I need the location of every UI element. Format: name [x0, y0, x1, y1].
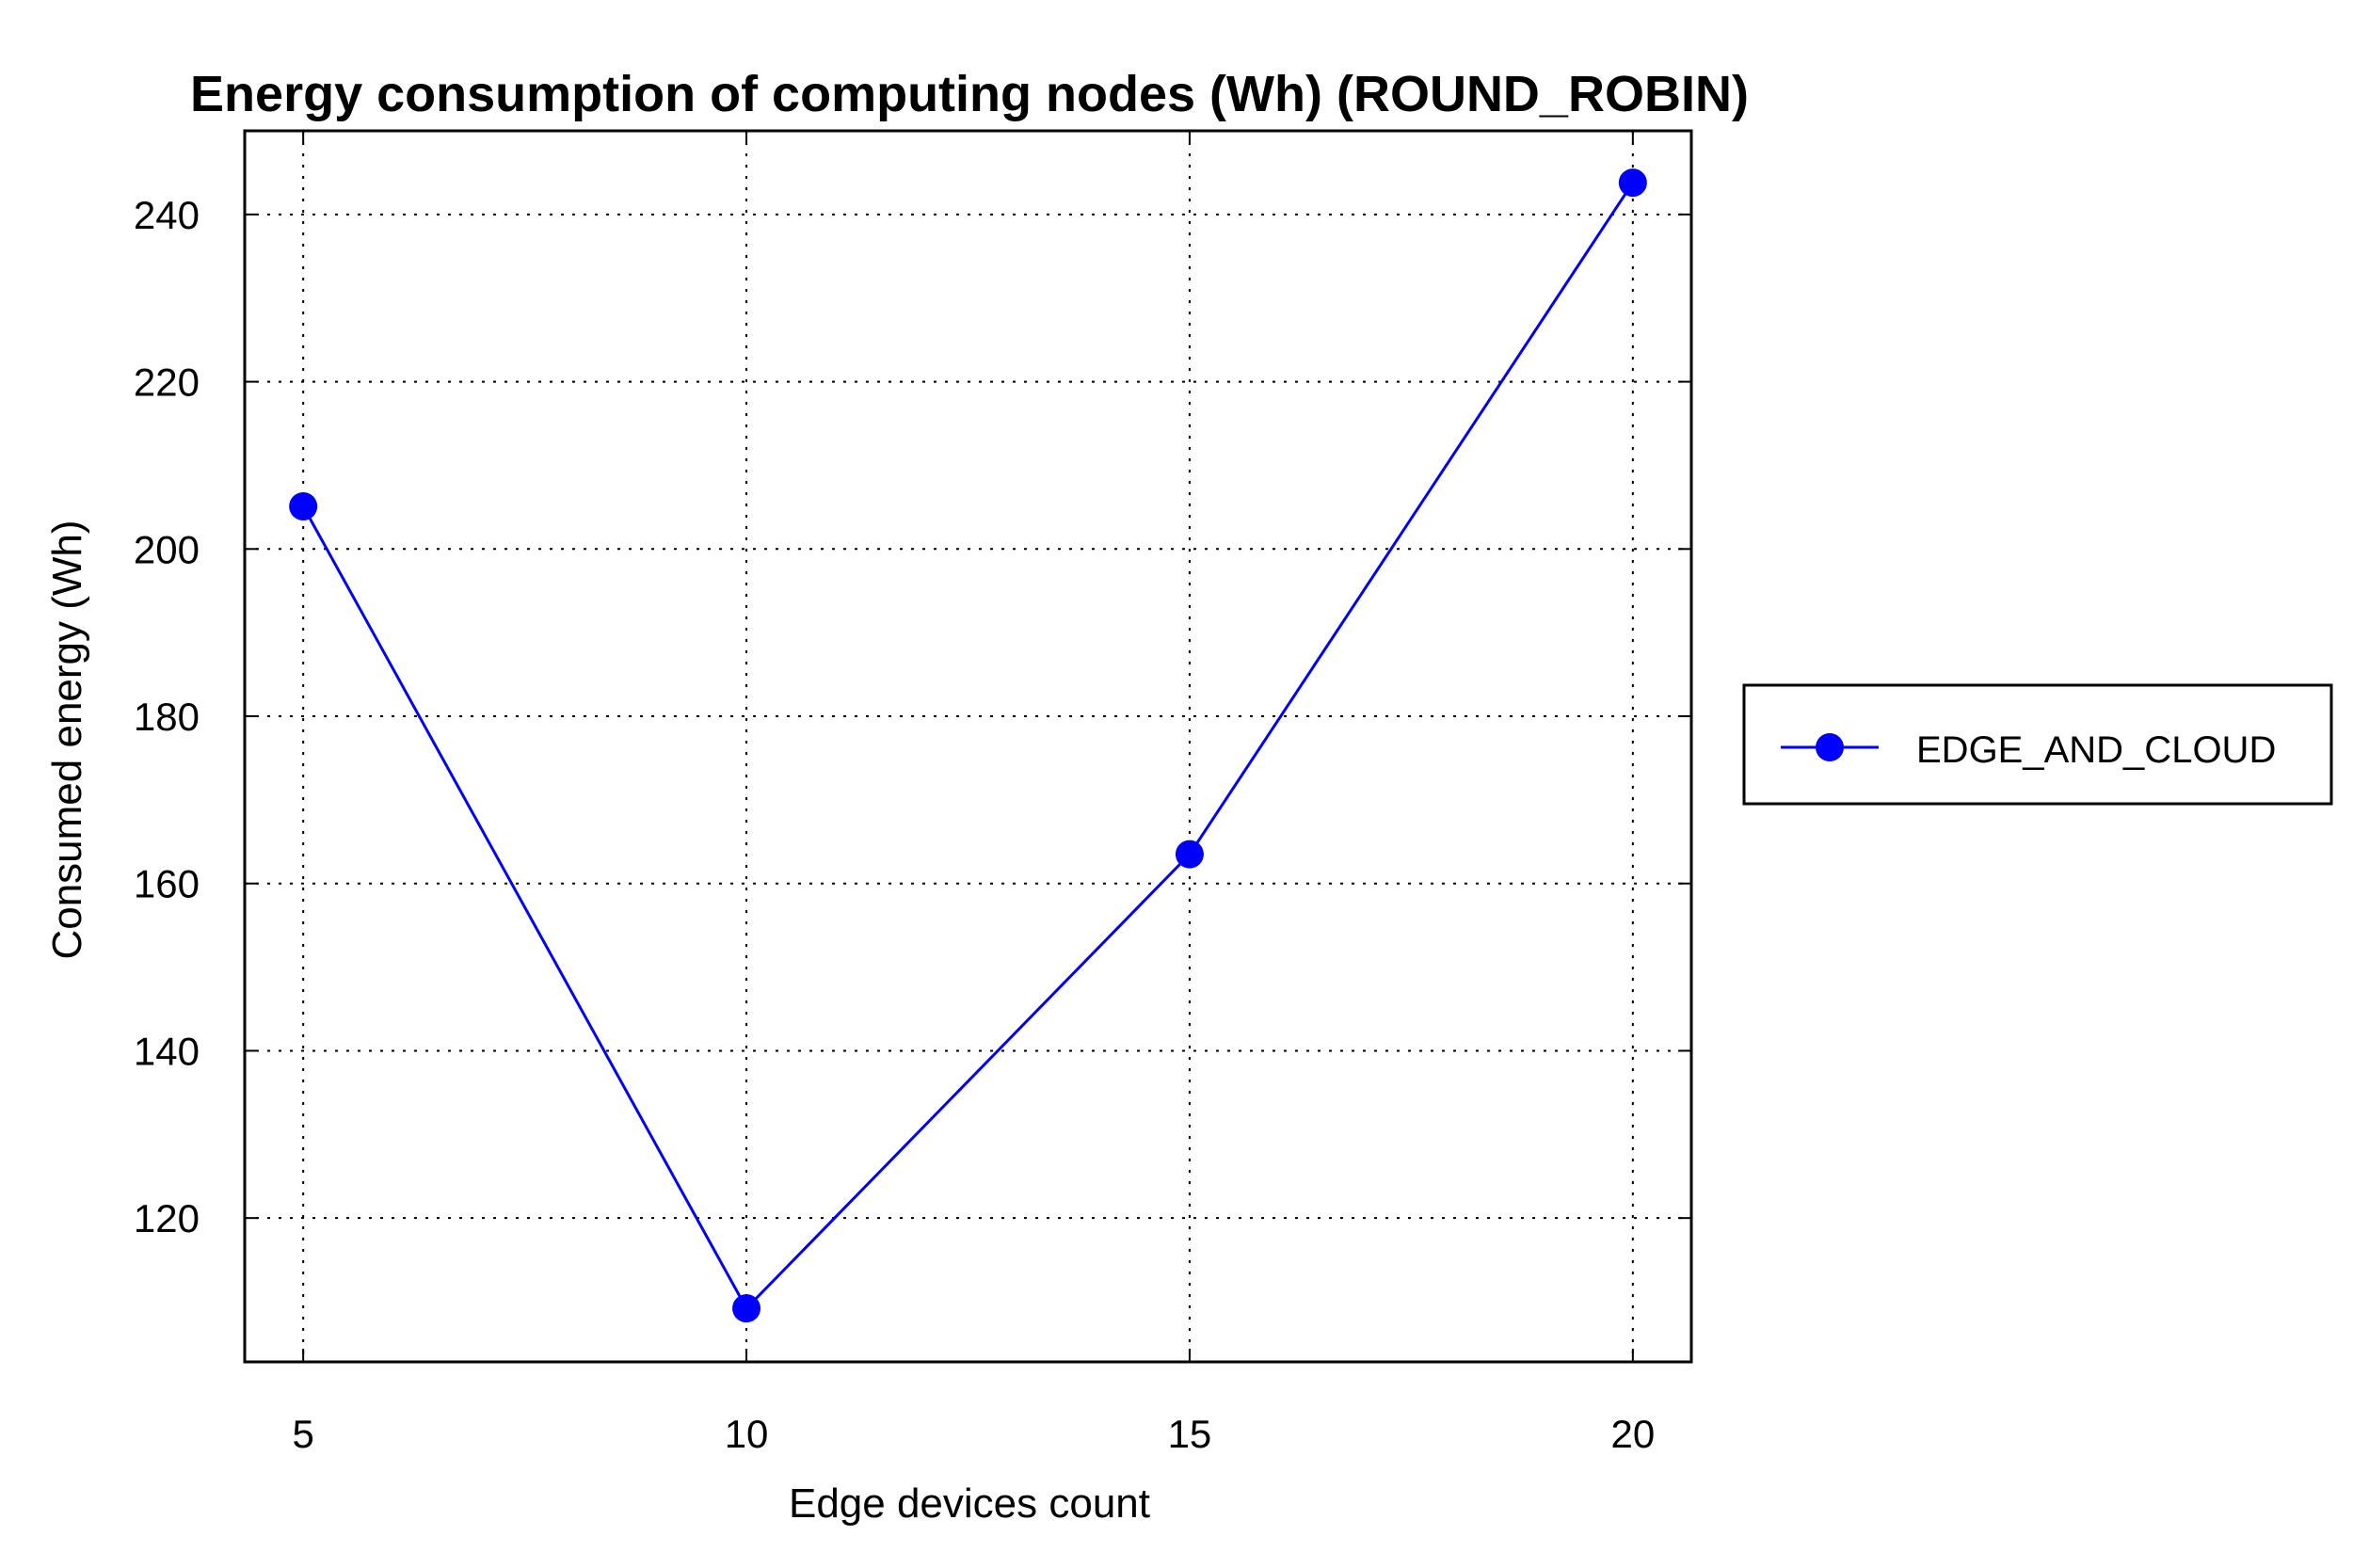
y-tick-label: 220	[134, 360, 200, 405]
plot-frame	[243, 129, 1693, 1364]
y-tick-label: 120	[134, 1196, 200, 1240]
data-point	[1175, 840, 1204, 869]
tick-marks	[245, 131, 1691, 1362]
x-tick-label: 5	[292, 1412, 313, 1456]
x-tick-labels: 5 10 15 20	[292, 1412, 1655, 1456]
grid	[245, 131, 1691, 1362]
x-axis-label: Edge devices count	[789, 1480, 1150, 1527]
data-point	[289, 491, 318, 520]
y-tick-labels: 120 140 160 180 200 220 240	[134, 193, 200, 1240]
y-tick-label: 160	[134, 862, 200, 906]
chart-title: Energy consumption of computing nodes (W…	[190, 66, 1749, 122]
y-axis-label: Consumed energy (Wh)	[44, 520, 90, 959]
y-tick-label: 180	[134, 695, 200, 739]
series-layer	[289, 168, 1647, 1323]
y-tick-label: 140	[134, 1029, 200, 1073]
data-point	[1618, 168, 1647, 198]
legend-entry-label: EDGE_AND_CLOUD	[1916, 729, 2276, 771]
legend: EDGE_AND_CLOUD	[1742, 683, 2333, 806]
x-tick-label: 20	[1610, 1412, 1655, 1456]
x-tick-label: 15	[1168, 1412, 1212, 1456]
legend-point-marker	[1816, 733, 1844, 761]
y-tick-label: 240	[134, 193, 200, 237]
y-tick-label: 200	[134, 527, 200, 571]
series-line	[301, 182, 1635, 1311]
x-tick-label: 10	[725, 1412, 769, 1456]
data-point	[732, 1294, 761, 1323]
